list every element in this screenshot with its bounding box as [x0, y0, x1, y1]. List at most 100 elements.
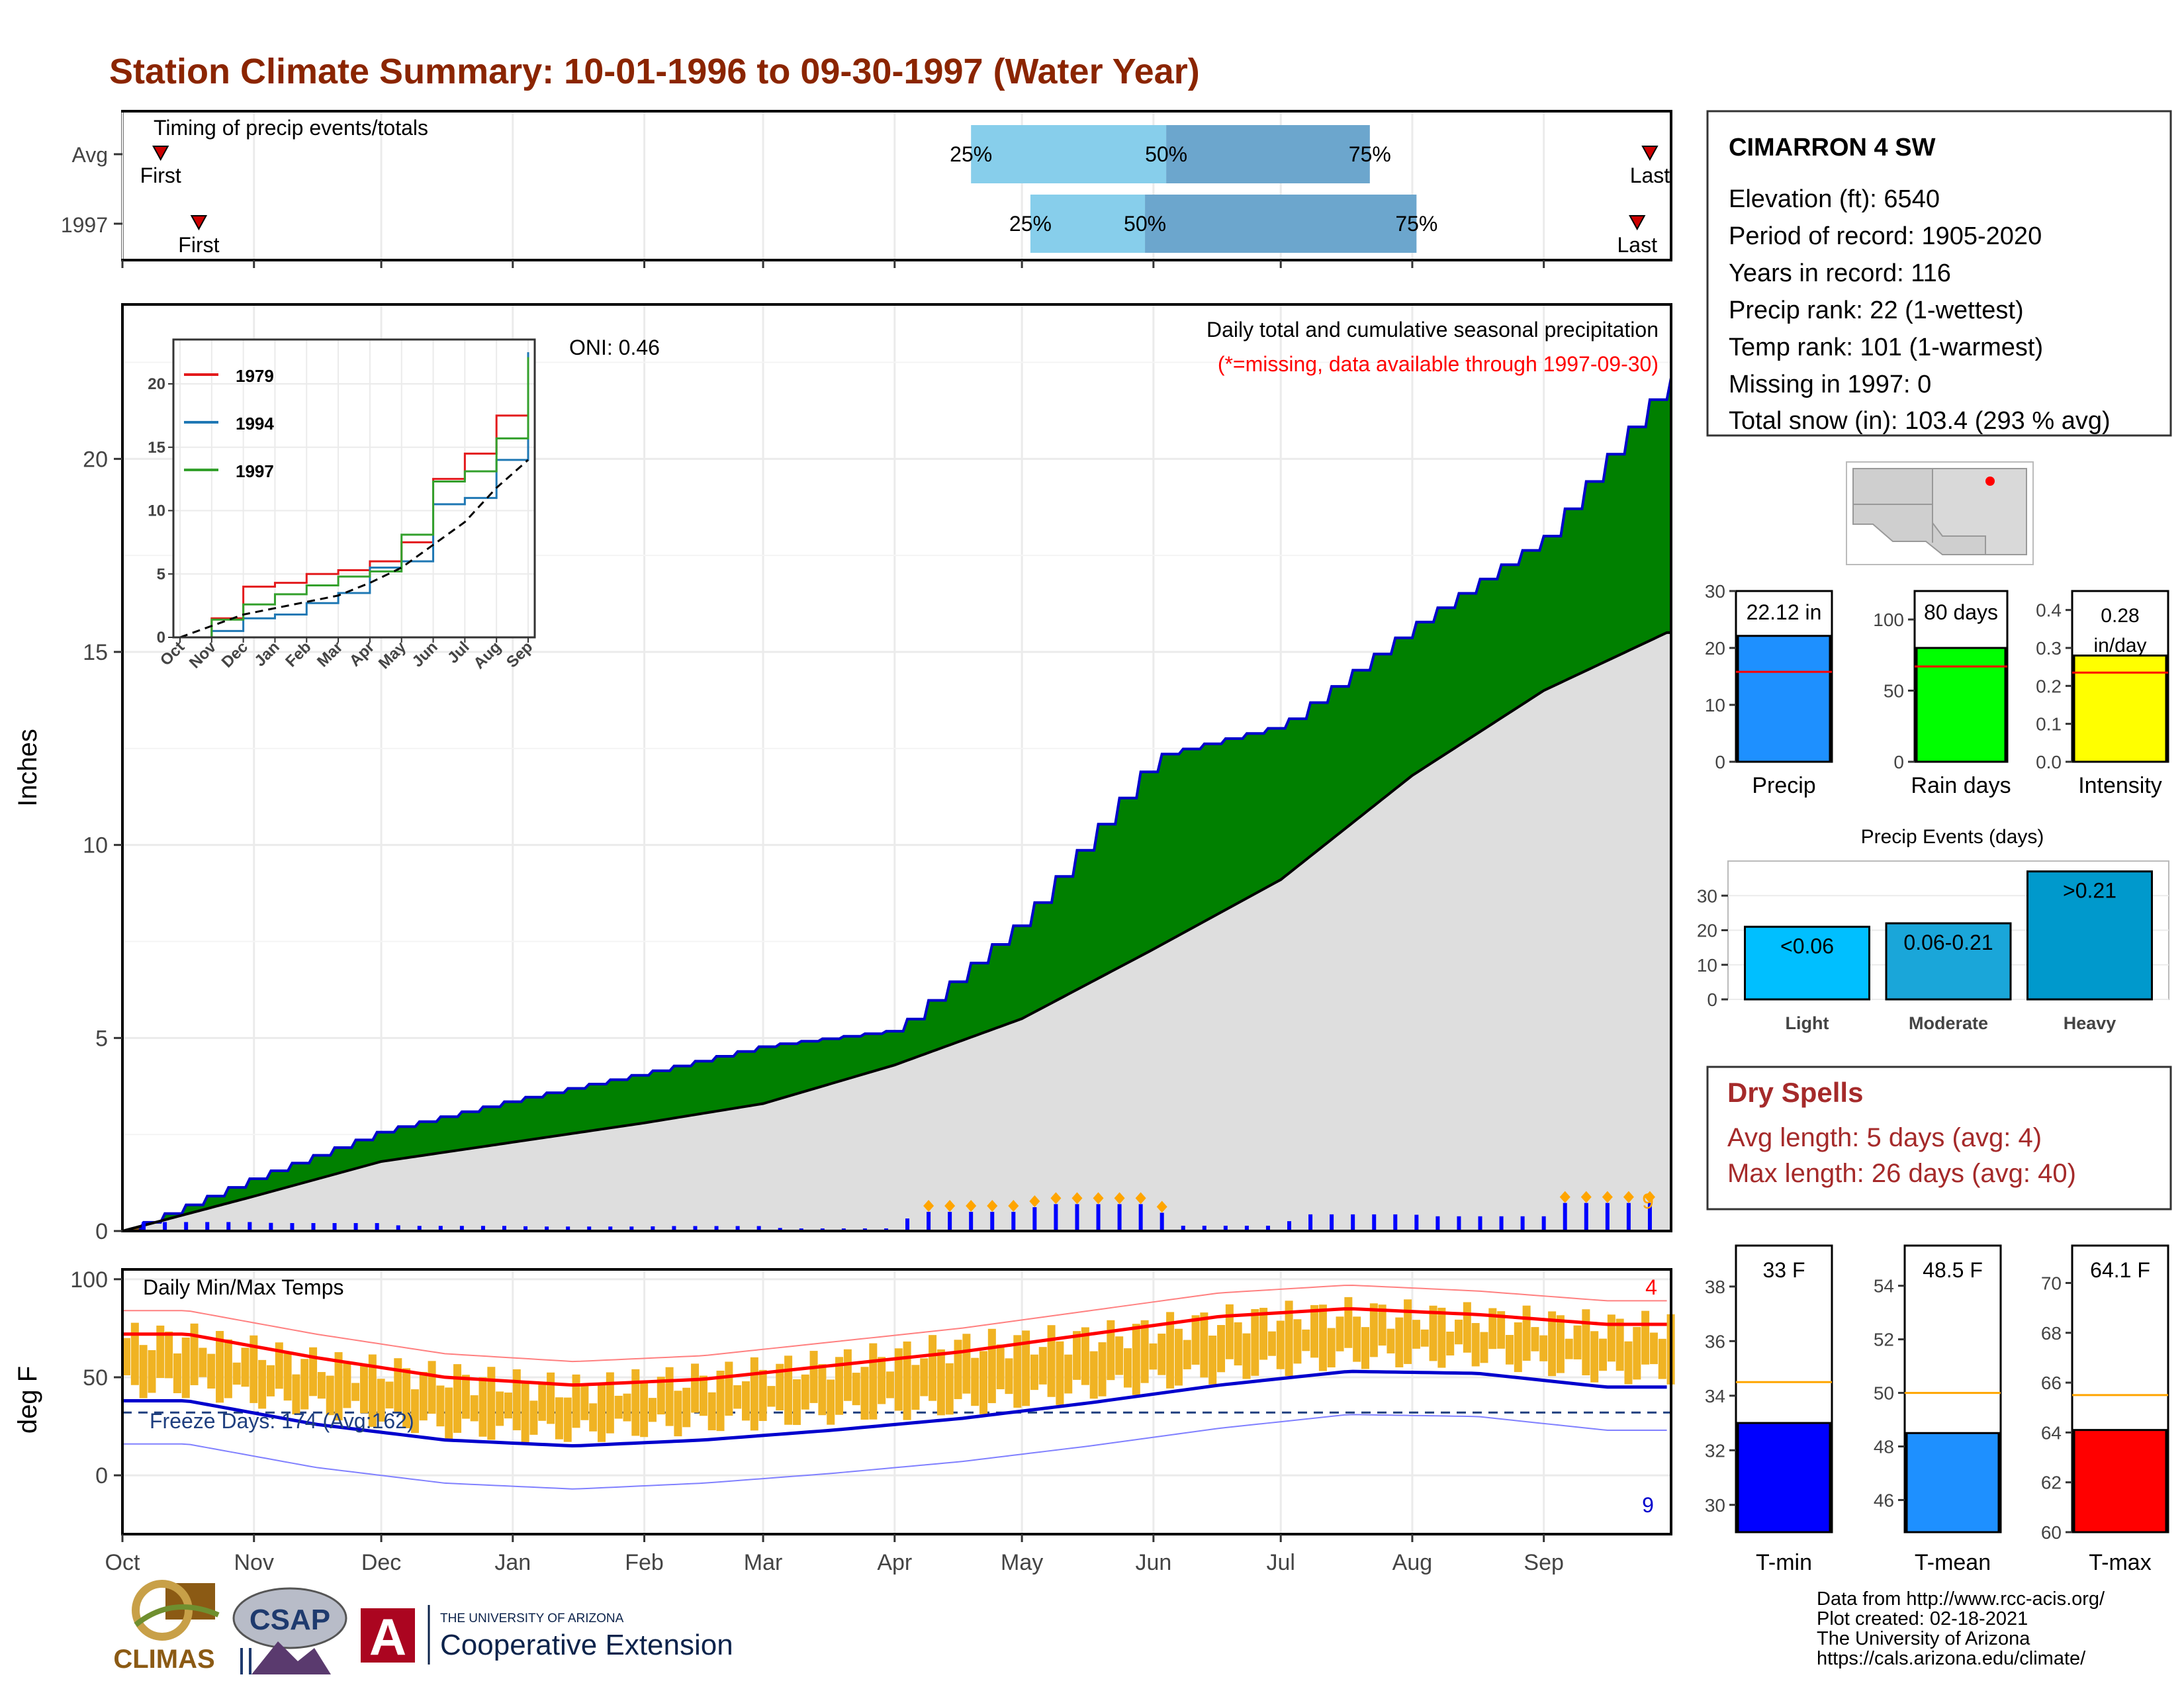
temp-y-tick-label: 50	[83, 1365, 108, 1391]
mini-chart-value-label: 22.12 in	[1747, 600, 1822, 624]
ua-cooperative-extension-logo[interactable]: A THE UNIVERSITY OF ARIZONA Cooperative …	[361, 1605, 733, 1666]
temp-max-count: 4	[1645, 1275, 1657, 1299]
month-tick-label: Jan	[494, 1550, 531, 1575]
temp-daily-range-bar	[453, 1364, 462, 1433]
record-min-line	[122, 1414, 1667, 1490]
precip-daily-bar	[927, 1212, 931, 1231]
temp-daily-range-bar	[1302, 1329, 1310, 1351]
station-elevation: Elevation (ft): 6540	[1729, 185, 1940, 213]
temp-daily-range-bar	[1022, 1330, 1030, 1406]
temp-daily-range-bar	[699, 1375, 707, 1416]
oni-label: ONI: 0.46	[569, 336, 660, 359]
precip-extreme-marker	[1008, 1200, 1019, 1212]
timing-label-50: 50%	[1145, 142, 1187, 166]
dry-spells-title: Dry Spells	[1727, 1077, 1863, 1108]
precip-daily-bar	[672, 1226, 676, 1231]
precip-daily-bar	[969, 1212, 974, 1231]
precip-daily-bar	[163, 1222, 167, 1231]
timing-first-label: First	[140, 163, 181, 187]
temp-daily-range-bar	[987, 1328, 996, 1404]
temp-daily-range-bar	[122, 1338, 130, 1375]
temp-daily-range-bar	[470, 1395, 478, 1422]
temp-daily-range-bar	[317, 1372, 326, 1399]
inset-y-tick-label: 10	[148, 502, 165, 520]
mini-chart-category-label: Precip	[1752, 773, 1815, 798]
temp-daily-range-bar	[640, 1380, 649, 1438]
footer-credits: Data from http://www.rcc-acis.org/ Plot …	[1817, 1588, 2105, 1669]
precip-daily-bar	[332, 1223, 337, 1231]
precip-daily-bar	[778, 1228, 782, 1231]
csap-logo-text: CSAP	[250, 1604, 330, 1636]
temp-summary-value-label: 33 F	[1762, 1258, 1805, 1282]
mini-chart-bar	[2073, 654, 2167, 763]
temp-daily-range-bar	[1310, 1304, 1319, 1358]
events-category-label: Light	[1786, 1013, 1829, 1033]
temp-daily-range-bar	[1641, 1310, 1650, 1365]
temp-daily-range-bar	[1234, 1322, 1242, 1366]
precip-daily-bar	[1265, 1226, 1270, 1231]
csap-mountains	[251, 1641, 331, 1674]
station-total-snow: Total snow (in): 103.4 (293 % avg)	[1729, 407, 2111, 435]
ua-logo-big-text: Cooperative Extension	[440, 1629, 733, 1661]
station-precip-rank: Precip rank: 22 (1-wettest)	[1729, 297, 2024, 324]
temp-daily-range-bar	[478, 1377, 487, 1437]
climas-logo[interactable]: CLIMAS	[113, 1580, 220, 1674]
precip-daily-bar	[629, 1226, 634, 1231]
inset-legend-label-1979: 1979	[236, 366, 274, 386]
temp-daily-range-bar	[496, 1391, 504, 1426]
precip-daily-bar	[1181, 1226, 1185, 1231]
precip-daily-bar	[1478, 1216, 1482, 1231]
precip-extreme-marker	[987, 1200, 998, 1212]
inset-series-line	[179, 459, 529, 639]
temp-daily-range-bar	[1420, 1329, 1429, 1347]
dry-spells-max: Max length: 26 days (avg: 40)	[1727, 1159, 2076, 1188]
precip-extreme-marker	[1644, 1191, 1655, 1203]
timing-first-label: First	[178, 233, 219, 257]
csap-logo[interactable]: CSAP	[232, 1587, 347, 1674]
precip-daily-bar	[375, 1223, 379, 1231]
freeze-days-label: Freeze Days: 174 (Avg:162)	[150, 1409, 414, 1433]
events-y-tick-label: 0	[1707, 989, 1717, 1010]
timing-last-marker	[1641, 146, 1659, 161]
temp-summary-y-tick-label: 48	[1874, 1437, 1894, 1457]
mini-chart-category-label: Rain days	[1911, 773, 2011, 798]
temp-daily-range-bar	[758, 1369, 767, 1422]
temp-daily-range-bar	[241, 1348, 250, 1387]
temp-summary-y-tick-label: 38	[1705, 1277, 1725, 1297]
temp-summary-category-label: T-min	[1756, 1550, 1812, 1575]
temp-daily-range-bar	[1455, 1319, 1463, 1345]
temp-daily-range-bar	[1251, 1308, 1259, 1376]
precip-extreme-marker	[1156, 1201, 1167, 1213]
temp-daily-range-bar	[1208, 1335, 1217, 1385]
precip-daily-bar	[905, 1218, 910, 1231]
precip-daily-bar	[480, 1226, 485, 1231]
precip-daily-bar	[438, 1226, 443, 1231]
temp-daily-range-bar	[852, 1373, 860, 1406]
temp-daily-range-bar	[725, 1361, 733, 1416]
temp-daily-range-bar	[1582, 1309, 1590, 1375]
temp-daily-range-bar	[886, 1371, 894, 1398]
month-tick-label: Jun	[1135, 1550, 1171, 1575]
precip-daily-bar	[290, 1223, 295, 1231]
temp-daily-range-bar	[1446, 1331, 1455, 1356]
temp-daily-range-bar	[504, 1393, 512, 1419]
precip-daily-bar	[1244, 1226, 1249, 1231]
temp-daily-range-bar	[529, 1400, 538, 1435]
mini-chart-y-tick-label: 20	[1705, 638, 1725, 659]
temp-summary-y-tick-label: 30	[1705, 1495, 1725, 1516]
mini-chart-y-tick-label: 0.2	[2036, 676, 2062, 696]
precip-daily-bar	[1435, 1216, 1440, 1231]
temp-daily-range-bar	[1387, 1328, 1395, 1353]
precip-daily-bar	[990, 1212, 995, 1231]
temp-daily-range-bar	[733, 1385, 742, 1409]
precip-extreme-marker	[944, 1200, 956, 1212]
temp-daily-range-bar	[436, 1385, 445, 1427]
station-period: Period of record: 1905-2020	[1729, 222, 2042, 250]
temp-daily-range-bar	[1378, 1304, 1387, 1346]
temp-daily-range-bar	[1140, 1320, 1149, 1383]
temp-daily-range-bar	[173, 1353, 181, 1394]
temp-summary-y-tick-label: 52	[1874, 1330, 1894, 1350]
temp-summary-category-label: T-mean	[1915, 1550, 1991, 1575]
temp-daily-range-bar	[1539, 1335, 1548, 1361]
temp-daily-range-bar	[572, 1374, 580, 1428]
